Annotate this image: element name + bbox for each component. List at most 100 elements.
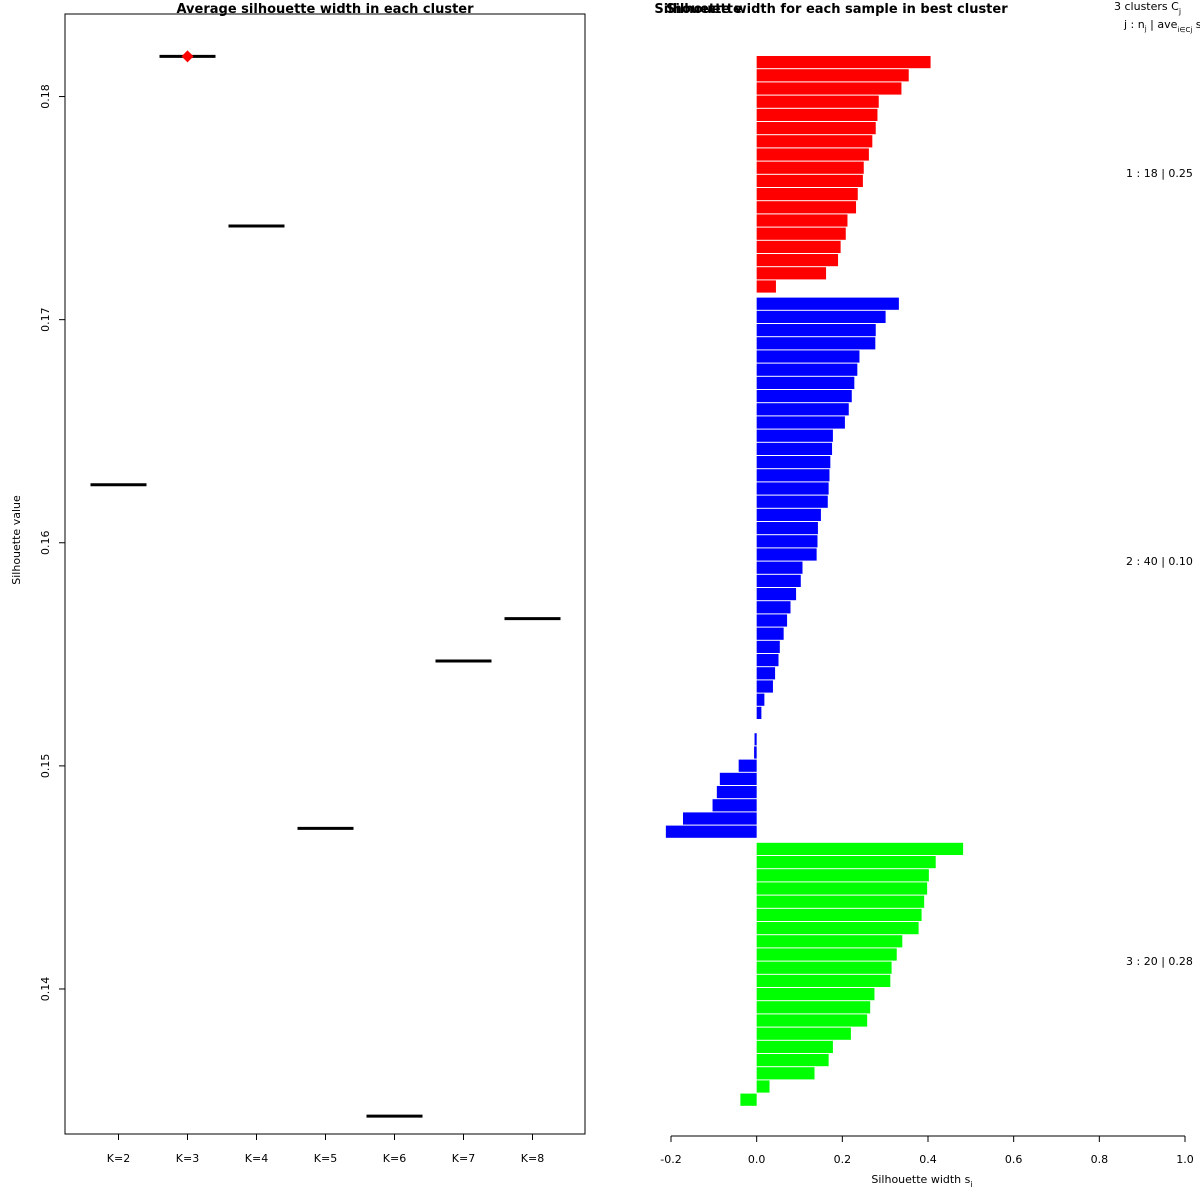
silhouette-bar [756, 974, 891, 987]
silhouette-bar [756, 680, 773, 693]
cluster-1-summary: 1 : 18 | 0.25 [1126, 167, 1193, 180]
silhouette-bar [756, 390, 852, 403]
left-x-tick-label: K=5 [314, 1152, 337, 1165]
silhouette-bar [756, 280, 776, 293]
silhouette-bar [740, 1093, 757, 1106]
silhouette-bar [756, 201, 857, 214]
silhouette-bar [756, 227, 846, 240]
left-x-tick-label: K=6 [383, 1152, 406, 1165]
left-x-tick-label: K=3 [176, 1152, 199, 1165]
right-chart-title-overlay: Silhouette [666, 2, 742, 17]
silhouette-bar [756, 908, 922, 921]
right-panel: Silhouette width for each sample in best… [654, 0, 1200, 1189]
silhouette-bar [756, 310, 886, 323]
silhouette-bar [756, 469, 830, 482]
right-x-axis-label-main: Silhouette width s [871, 1173, 970, 1186]
silhouette-bar [756, 122, 876, 135]
silhouette-bar [756, 135, 873, 148]
right-x-axis: -0.2 0.0 0.2 0.4 0.6 0.8 1.0 [660, 1135, 1194, 1166]
silhouette-bar [756, 1027, 851, 1040]
silhouette-bar [756, 1014, 868, 1027]
left-x-tick-label: K=8 [521, 1152, 544, 1165]
right-x-tick-label: 0.8 [1091, 1153, 1109, 1166]
silhouette-bar [756, 856, 936, 869]
silhouette-bar [754, 733, 757, 746]
silhouette-bar [756, 588, 797, 601]
legend-title-main: 3 clusters C [1114, 0, 1179, 13]
legend-subtitle-rest: | ave [1147, 18, 1178, 31]
silhouette-bar [756, 363, 858, 376]
silhouette-bar [756, 548, 817, 561]
silhouette-bar [756, 161, 864, 174]
silhouette-bar [756, 56, 931, 69]
silhouette-bar [665, 825, 757, 838]
silhouette-bar [756, 640, 780, 653]
silhouette-bar [756, 240, 841, 253]
silhouette-bar [756, 706, 762, 719]
silhouette-bar [756, 297, 899, 310]
silhouette-bar [756, 561, 803, 574]
silhouette-bar [756, 601, 791, 614]
silhouette-bar [756, 324, 876, 337]
silhouette-bar [756, 508, 821, 521]
right-x-tick-label: 1.0 [1176, 1153, 1194, 1166]
silhouette-bar [756, 254, 839, 267]
silhouette-bar [756, 935, 903, 948]
silhouette-bar [756, 627, 784, 640]
left-y-tick-label: 0.18 [39, 84, 52, 109]
right-x-tick-label: 0.2 [834, 1153, 852, 1166]
right-x-axis-label-sub: i [970, 1180, 972, 1189]
left-data-marks [90, 50, 561, 1118]
legend-subtitle-sub: j [1144, 25, 1147, 33]
right-x-tick-label: 0.6 [1005, 1153, 1023, 1166]
cluster-3-summary: 3 : 20 | 0.28 [1126, 955, 1193, 968]
legend-title-sub: j [1178, 7, 1181, 16]
silhouette-bar [712, 799, 757, 812]
silhouette-bar [756, 267, 827, 280]
left-y-tick-label: 0.14 [39, 977, 52, 1002]
silhouette-bar [756, 522, 818, 535]
cluster-2-summary: 2 : 40 | 0.10 [1126, 555, 1193, 568]
silhouette-bar [756, 337, 876, 350]
silhouette-bar [756, 667, 776, 680]
silhouette-bar [756, 842, 964, 855]
silhouette-bar [719, 772, 757, 785]
silhouette-bar [756, 574, 801, 587]
silhouette-bar [756, 693, 765, 706]
silhouette-bar [756, 948, 897, 961]
silhouette-bar [756, 882, 928, 895]
left-y-tick-label: 0.16 [39, 531, 52, 556]
left-x-tick-label: K=4 [245, 1152, 268, 1165]
silhouette-bar [756, 495, 828, 508]
best-k-marker [181, 50, 194, 63]
silhouette-bar [756, 350, 860, 363]
silhouette-bar [756, 988, 875, 1001]
silhouette-bar [756, 869, 929, 882]
silhouette-bar [756, 482, 829, 495]
silhouette-bar [756, 403, 849, 416]
right-x-axis-label: Silhouette width si [871, 1173, 972, 1189]
silhouette-bar [756, 1040, 833, 1053]
silhouette-bar [756, 1001, 871, 1014]
silhouette-bar [756, 429, 833, 442]
silhouette-bar [754, 746, 757, 759]
silhouette-bar [756, 456, 831, 469]
silhouette-bar [756, 535, 818, 548]
left-y-axis: 0.14 0.15 0.16 0.17 0.18 [39, 84, 65, 1001]
right-x-tick-label: 0.0 [748, 1153, 766, 1166]
silhouette-bar [756, 1067, 815, 1080]
silhouette-bar [756, 188, 858, 201]
silhouette-bar [756, 214, 848, 227]
legend-subtitle: j : nj | avei∈Cj s [1123, 18, 1200, 34]
silhouette-bars [665, 56, 964, 1106]
silhouette-bar [756, 1054, 829, 1067]
right-x-tick-label: 0.4 [919, 1153, 937, 1166]
left-plot-frame [64, 13, 586, 1135]
left-y-tick-label: 0.17 [39, 307, 52, 332]
silhouette-bar [756, 895, 925, 908]
left-x-axis: K=2 K=3 K=4 K=5 K=6 K=7 K=8 [107, 1134, 544, 1165]
left-y-tick-label: 0.15 [39, 754, 52, 779]
silhouette-bar [756, 82, 902, 95]
silhouette-bar [756, 174, 863, 187]
